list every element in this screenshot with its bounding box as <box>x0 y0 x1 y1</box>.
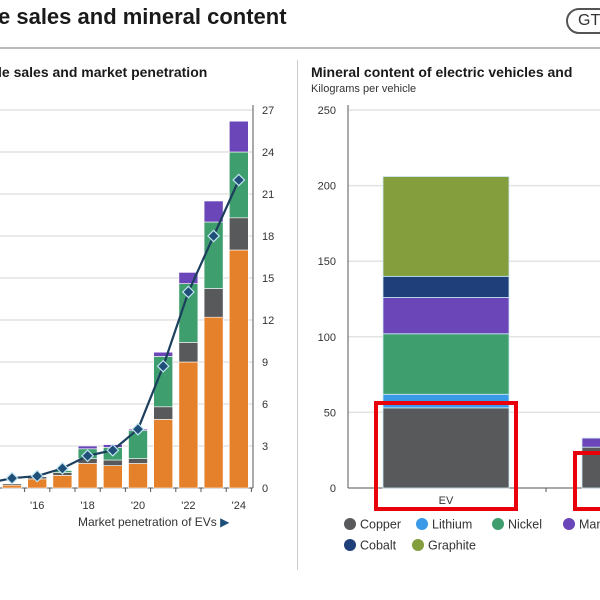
x-tick-label: '20 <box>131 500 145 512</box>
bar-segment-2021 <box>153 406 173 420</box>
right-axis-tick-label: 18 <box>262 231 274 243</box>
bar-segment-graphite <box>382 176 510 277</box>
x-tick-label: '22 <box>181 500 195 512</box>
right-axis-tick-label: 9 <box>262 357 268 369</box>
y-tick-label: 0 <box>330 483 336 495</box>
right-axis-tick-label: 21 <box>262 189 274 201</box>
bar-segment-2022 <box>178 361 199 489</box>
penetration-marker <box>131 422 145 436</box>
bar-segment-2021 <box>153 419 173 489</box>
y-tick-label: 50 <box>324 407 336 419</box>
legend-label-manganese: Manganese <box>579 518 600 532</box>
legend-label-graphite: Graphite <box>428 539 476 553</box>
penetration-marker <box>156 359 170 373</box>
right-axis-tick-label: 6 <box>262 399 268 411</box>
x-tick-label: '24 <box>232 500 246 512</box>
gt-badge[interactable]: GT <box>566 8 600 34</box>
legend-dot-lithium <box>416 518 428 530</box>
x-tick-label: '18 <box>80 500 94 512</box>
legend-dot-manganese <box>563 518 575 530</box>
legend-label-lithium: Lithium <box>432 518 472 532</box>
bar-segment-2023 <box>203 200 224 223</box>
bar-segment-2024 <box>229 217 249 251</box>
bar-segment-2018 <box>77 445 98 450</box>
x-tick-label: '16 <box>30 500 44 512</box>
penetration-marker <box>55 461 69 475</box>
bar-segment-2022 <box>178 272 199 284</box>
penetration-marker <box>232 173 246 187</box>
category-label-ev: EV <box>439 495 454 507</box>
page-title: e sales and mineral content <box>0 4 287 29</box>
right-axis-tick-label: 3 <box>262 441 268 453</box>
legend-dot-graphite <box>412 539 424 551</box>
penetration-marker <box>5 471 19 485</box>
legend-label-cobalt: Cobalt <box>360 539 397 553</box>
bar-segment-cobalt <box>382 275 510 298</box>
bar-segment-2024 <box>229 120 249 153</box>
bar-segment-nickel <box>382 333 510 395</box>
bar-segment-2022 <box>178 342 199 363</box>
bar-segment-2023 <box>203 288 224 318</box>
y-tick-label: 100 <box>318 332 336 344</box>
y-tick-label: 200 <box>318 181 336 193</box>
header-divider <box>0 47 600 49</box>
bar-segment-2020 <box>128 463 148 489</box>
bar-segment-2015 <box>2 484 22 489</box>
bar-segment-2019 <box>103 459 123 466</box>
bar-segment-2019 <box>103 465 123 489</box>
right-axis-tick-label: 27 <box>262 105 274 117</box>
penetration-line <box>0 179 240 482</box>
penetration-marker <box>106 443 120 457</box>
bar-segment-2023 <box>203 316 224 489</box>
right-chart-title: Mineral content of electric vehicles and <box>311 64 573 80</box>
left-chart-title: le sales and market penetration <box>0 64 208 80</box>
bar-segment-2024 <box>229 249 249 489</box>
bar-segment-copper <box>382 407 510 489</box>
panel-divider <box>297 60 298 570</box>
legend-dot-cobalt <box>344 539 356 551</box>
penetration-marker <box>30 469 44 483</box>
legend-dot-copper <box>344 518 356 530</box>
right-axis-tick-label: 15 <box>262 273 274 285</box>
bar-segment-manganese <box>382 297 510 335</box>
line-legend-label: Market penetration of EVs <box>78 515 217 529</box>
y-tick-label: 150 <box>318 256 336 268</box>
penetration-marker <box>207 229 221 243</box>
legend-label-nickel: Nickel <box>508 518 542 532</box>
bar-segment-2018 <box>77 463 98 489</box>
penetration-marker <box>181 285 195 299</box>
legend-dot-nickel <box>492 518 504 530</box>
y-tick-label: 250 <box>318 105 336 117</box>
bar-segment-copper <box>581 446 600 489</box>
right-axis-tick-label: 12 <box>262 315 274 327</box>
right-chart-ylabel: Kilograms per vehicle <box>311 83 417 95</box>
right-axis-tick-label: 0 <box>262 483 268 495</box>
right-axis-tick-label: 24 <box>262 147 274 159</box>
line-legend: Market penetration of EVs ▶ <box>78 515 229 529</box>
bar-segment-2017 <box>52 475 73 489</box>
annotation-box-conventional <box>573 451 600 511</box>
bar-segment-2020 <box>128 458 148 464</box>
bar-segment-2021 <box>153 351 173 357</box>
triangle-right-icon: ▶ <box>220 515 230 529</box>
legend-label-copper: Copper <box>360 518 401 532</box>
bar-segment-manganese <box>581 437 600 448</box>
annotation-box-ev <box>374 401 518 511</box>
penetration-marker <box>81 449 95 463</box>
